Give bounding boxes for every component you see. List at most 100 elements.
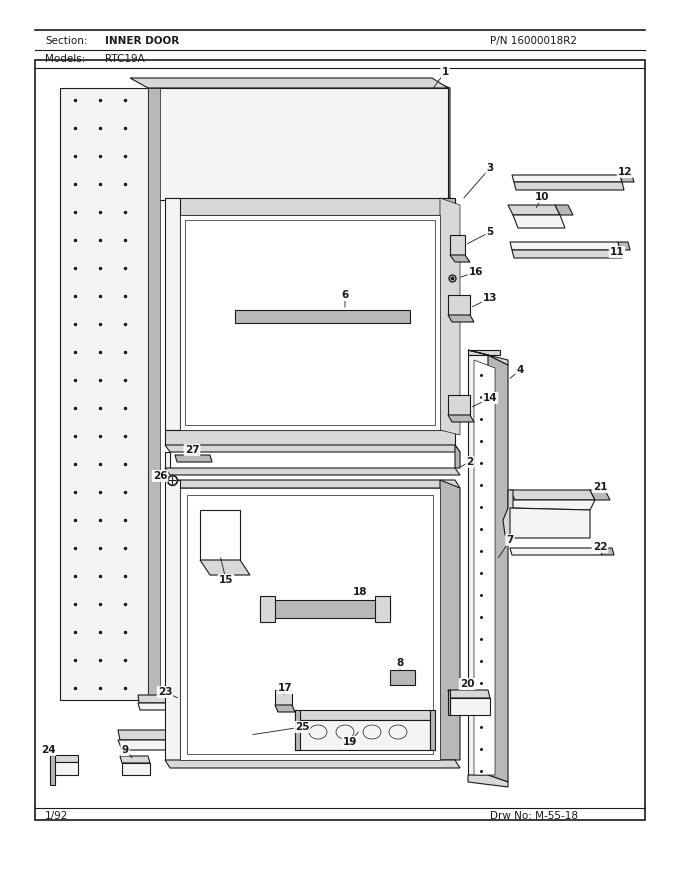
Text: Section:: Section:: [45, 36, 88, 46]
Polygon shape: [555, 205, 573, 215]
Text: Drw No: M-55-18: Drw No: M-55-18: [490, 811, 578, 821]
Text: 2: 2: [466, 457, 474, 467]
Polygon shape: [510, 242, 620, 250]
Polygon shape: [468, 775, 508, 787]
Polygon shape: [510, 500, 595, 510]
Polygon shape: [195, 80, 430, 100]
Polygon shape: [468, 355, 488, 775]
Text: 21: 21: [593, 482, 607, 492]
Text: 5: 5: [486, 227, 494, 237]
Polygon shape: [180, 215, 440, 430]
Polygon shape: [590, 490, 610, 500]
Text: 1/92: 1/92: [45, 811, 69, 821]
Polygon shape: [50, 755, 55, 785]
Polygon shape: [514, 182, 624, 190]
Text: 22: 22: [593, 542, 607, 552]
Text: 8: 8: [396, 658, 404, 668]
Polygon shape: [195, 100, 430, 190]
Polygon shape: [468, 350, 508, 365]
Text: RTC19A: RTC19A: [105, 54, 145, 64]
Text: 26: 26: [153, 471, 167, 481]
Text: 6: 6: [341, 290, 349, 300]
Text: 25: 25: [294, 722, 309, 732]
Polygon shape: [448, 690, 450, 715]
Polygon shape: [468, 350, 500, 355]
Polygon shape: [600, 548, 614, 555]
Text: 18: 18: [353, 587, 367, 597]
Polygon shape: [512, 250, 622, 258]
Polygon shape: [170, 198, 450, 215]
Text: 7: 7: [507, 535, 513, 545]
Polygon shape: [260, 600, 390, 618]
Text: 3: 3: [486, 163, 494, 173]
Polygon shape: [488, 355, 508, 782]
Polygon shape: [130, 78, 448, 88]
Text: 19: 19: [343, 737, 357, 747]
Polygon shape: [474, 360, 495, 775]
Text: P/N 16000018R2: P/N 16000018R2: [490, 36, 577, 46]
Polygon shape: [118, 730, 382, 740]
Text: 11: 11: [610, 247, 624, 257]
Bar: [35, 60, 645, 820]
Polygon shape: [50, 755, 78, 762]
Polygon shape: [138, 695, 231, 703]
Polygon shape: [448, 295, 470, 315]
Polygon shape: [118, 740, 384, 750]
Polygon shape: [165, 430, 455, 445]
Text: 17: 17: [277, 683, 292, 693]
Polygon shape: [295, 710, 300, 750]
Text: 4: 4: [516, 365, 524, 375]
Polygon shape: [448, 415, 474, 422]
Polygon shape: [200, 560, 250, 575]
Polygon shape: [295, 710, 430, 720]
Polygon shape: [618, 242, 630, 250]
Polygon shape: [215, 110, 415, 185]
Polygon shape: [440, 198, 460, 435]
Text: 1: 1: [441, 67, 449, 77]
Polygon shape: [170, 480, 460, 488]
Polygon shape: [122, 763, 150, 775]
Text: Models:: Models:: [45, 54, 86, 64]
Text: 15: 15: [219, 575, 233, 585]
Text: 14: 14: [483, 393, 497, 403]
Polygon shape: [165, 468, 460, 475]
Polygon shape: [450, 255, 470, 262]
Polygon shape: [620, 175, 634, 182]
Polygon shape: [260, 596, 275, 622]
Text: 13: 13: [483, 293, 497, 303]
Text: 9: 9: [122, 745, 129, 755]
Polygon shape: [148, 88, 448, 200]
Polygon shape: [430, 80, 450, 198]
Polygon shape: [180, 488, 440, 760]
Polygon shape: [450, 698, 490, 715]
Polygon shape: [390, 670, 415, 685]
Polygon shape: [513, 215, 565, 228]
Text: 27: 27: [185, 445, 199, 455]
Polygon shape: [448, 690, 490, 698]
Text: 20: 20: [460, 679, 474, 689]
Polygon shape: [448, 395, 470, 415]
Polygon shape: [50, 762, 78, 775]
Text: 10: 10: [534, 192, 549, 202]
Polygon shape: [440, 198, 455, 430]
Polygon shape: [275, 690, 292, 705]
Polygon shape: [235, 310, 410, 323]
Polygon shape: [275, 705, 295, 712]
Polygon shape: [430, 710, 435, 750]
Polygon shape: [165, 445, 460, 452]
Polygon shape: [165, 480, 180, 760]
Text: 12: 12: [617, 167, 632, 177]
Polygon shape: [138, 703, 232, 710]
Text: 16: 16: [469, 267, 483, 277]
Text: INNER DOOR: INNER DOOR: [105, 36, 180, 46]
Polygon shape: [295, 720, 430, 750]
Polygon shape: [175, 455, 212, 462]
Polygon shape: [60, 88, 148, 700]
Polygon shape: [508, 205, 560, 215]
Polygon shape: [120, 756, 150, 763]
Polygon shape: [148, 88, 160, 700]
Polygon shape: [510, 508, 590, 538]
Polygon shape: [503, 490, 513, 540]
Polygon shape: [165, 760, 460, 768]
Polygon shape: [200, 510, 240, 560]
